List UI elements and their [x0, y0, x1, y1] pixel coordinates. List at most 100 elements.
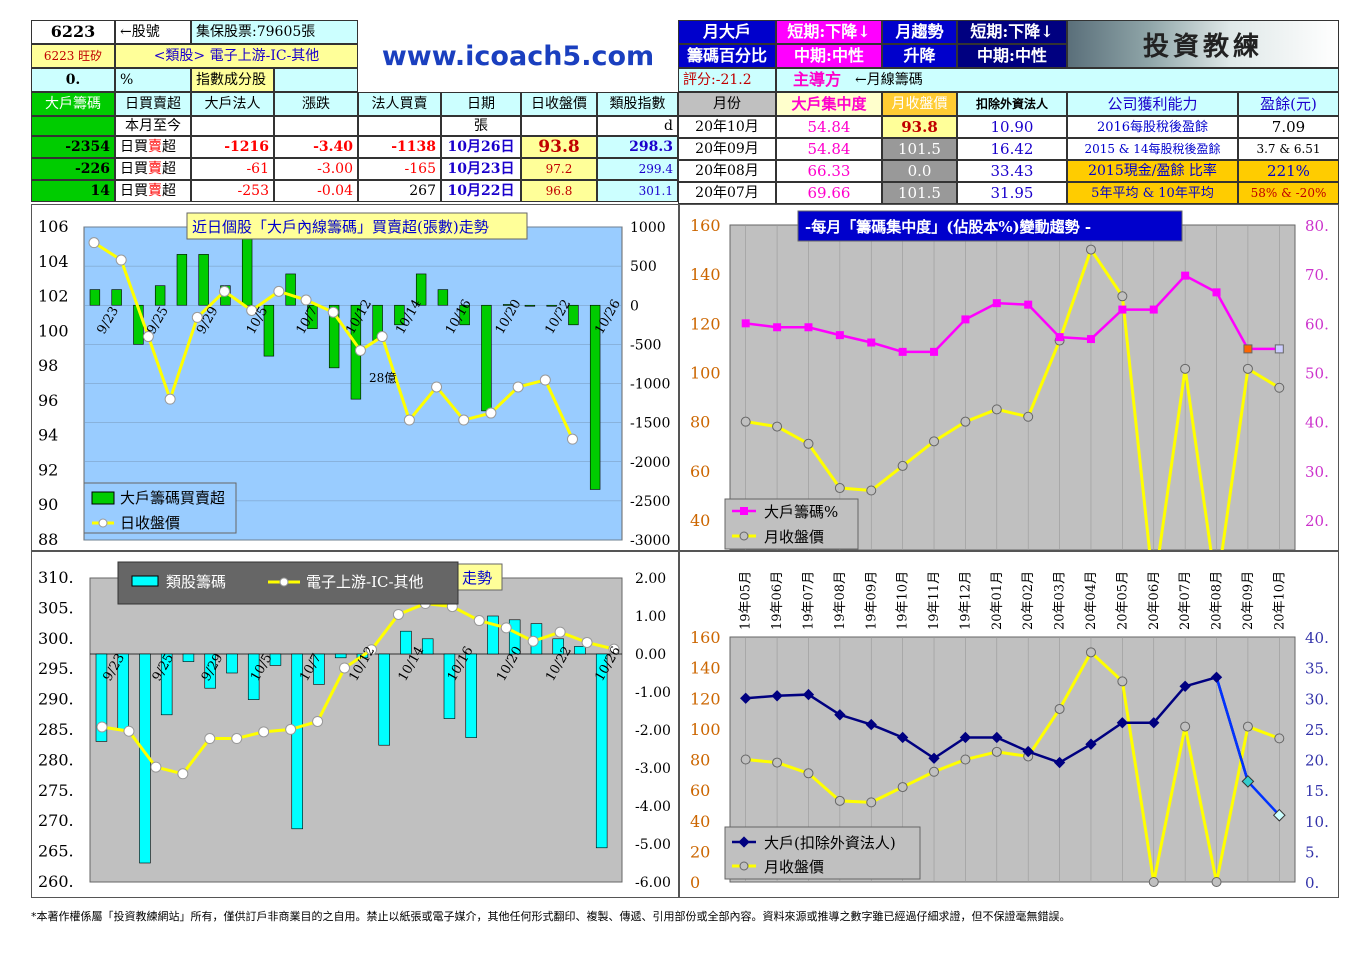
site-url[interactable]: www.icoach5.com: [381, 40, 655, 72]
daily-label-part: 日買: [120, 183, 148, 199]
legend-conc-label: 大戶籌碼%: [764, 503, 838, 521]
y-left-tick: 270.: [38, 811, 74, 830]
bar: [263, 304, 275, 357]
sector-chip-svg: 310. 305. 300. 295. 290. 285. 280. 275. 270. 265.…: [38, 561, 671, 891]
title-box: [186, 212, 528, 240]
industry-label: <類股> 電子上游-IC-其他: [115, 44, 358, 68]
y-left-tick: 290.: [38, 690, 74, 709]
daily-inst-2: 267: [358, 180, 441, 202]
legend-bar-swatch: [91, 491, 115, 505]
big-point: [1085, 738, 1097, 750]
monthly-close-3: 101.5: [882, 182, 957, 204]
daily-label-part: 賣: [148, 161, 162, 177]
price-point: [1180, 363, 1191, 374]
bar: [465, 653, 477, 738]
y-right-tick: -500: [630, 337, 661, 353]
conc-point: [930, 347, 939, 356]
price-point: [834, 795, 845, 806]
index-point: [365, 644, 377, 656]
y-right-tick: -3000: [630, 533, 670, 549]
shares-label: 集保股票:79605張: [191, 20, 358, 44]
x-label: 20年05月: [1115, 571, 1130, 630]
short-trend-1: 短期:下降↓: [776, 20, 882, 44]
y-left-tick: 100: [690, 720, 721, 739]
price-point: [539, 374, 551, 386]
x-label: 19年12月: [958, 571, 973, 630]
bar: [589, 304, 601, 490]
daily-unit-7: d: [597, 116, 678, 136]
bar: [378, 653, 390, 746]
big-point: [1179, 680, 1191, 692]
price-point: [866, 797, 877, 808]
bar: [415, 273, 427, 306]
price-point: [960, 754, 971, 765]
bar: [328, 304, 340, 369]
price-point: [458, 414, 470, 426]
legend-big-label: 大戶(扣除外資法人): [764, 834, 896, 852]
monthly-header-1: 大戶集中度: [776, 92, 882, 116]
price-point: [403, 414, 415, 426]
price-point: [772, 757, 783, 768]
y-right-tick: 70.: [1305, 266, 1329, 284]
y-right-tick: 40.: [1305, 414, 1329, 432]
main-direction-note: ←月線籌碼: [855, 72, 923, 88]
price-point: [1274, 733, 1285, 744]
y-right-tick: -1.00: [635, 685, 671, 701]
monthly-header-0: 月份: [678, 92, 776, 116]
y-left-tick: 96: [38, 391, 58, 410]
y-right-tick: 25.: [1305, 721, 1329, 739]
profit-header-1: 盈餘(元): [1238, 92, 1339, 116]
price-point: [567, 433, 578, 445]
conc-point: [992, 299, 1001, 308]
conc-point: [835, 331, 844, 340]
y-left-tick: 88: [38, 530, 58, 549]
daily-header-0: 大戶籌碼: [31, 92, 115, 116]
y-right-tick: 1000: [630, 220, 666, 236]
conc-point: [1181, 271, 1190, 280]
daily-header-5: 日期: [441, 92, 521, 116]
y-left-tick: 80: [690, 413, 710, 432]
x-label: 20年07月: [1178, 571, 1193, 630]
y-left-tick: 295.: [38, 659, 74, 678]
chart-monthly-exforeign: 19年05月 19年06月 19年07月 19年08月 19年09月 19年10月 19年1…: [679, 551, 1339, 898]
daily-fi-1: -61: [191, 158, 274, 180]
conc-point: [741, 319, 750, 328]
price-point: [327, 306, 339, 318]
mid-trend-1: 中期:中性: [776, 44, 882, 68]
y-right-tick: 10.: [1305, 813, 1329, 831]
price-point: [115, 254, 127, 266]
y-right-tick: 20.: [1305, 752, 1329, 770]
monthly-exforeign-svg: 19年05月 19年06月 19年07月 19年08月 19年09月 19年10月 19年1…: [690, 571, 1329, 892]
monthly-close-0: 93.8: [882, 116, 957, 138]
y-left-tick: 275.: [38, 781, 74, 800]
daily-idx-2: 301.1: [597, 180, 678, 202]
price-point: [88, 237, 100, 249]
legend-bar-label: 類股籌碼: [166, 573, 226, 591]
daily-unit-4: [358, 116, 441, 136]
profit-value-0: 7.09: [1238, 116, 1339, 138]
y-left-tick: 120: [690, 314, 721, 333]
y-right-tick: -3.00: [635, 761, 671, 777]
y-left-tick: 100: [690, 364, 721, 383]
y-left-tick: 90: [38, 495, 58, 514]
price-point: [246, 304, 258, 316]
y-right-tick: 0.: [1305, 874, 1319, 892]
profit-label-1: 2015 & 14每股稅後盈餘: [1067, 138, 1238, 160]
bar: [568, 304, 579, 326]
y-left-tick: 98: [38, 356, 58, 375]
y-left-tick: 265.: [38, 842, 74, 861]
bar: [421, 638, 434, 655]
y-left-tick: 40: [690, 812, 710, 831]
daily-unit-1: 本月至今: [115, 116, 191, 136]
daily-chip-svg: 1000 500 0 -500 -1000 -1500 -2000 -2500 -3000 106…: [38, 212, 670, 549]
y-right-tick: -5.00: [635, 837, 671, 853]
y-left-tick: 300.: [38, 629, 74, 648]
bar: [95, 653, 108, 742]
daily-date-1: 10月23日: [441, 158, 521, 180]
bar: [269, 653, 282, 666]
chart-title: 近日個股「大戶內線籌碼」買賣超(張數)走勢: [192, 218, 489, 236]
monthly-month-3: 20年07月: [678, 182, 776, 204]
big-point: [834, 709, 846, 721]
legend-box: [117, 561, 459, 605]
price-point: [1274, 382, 1285, 393]
